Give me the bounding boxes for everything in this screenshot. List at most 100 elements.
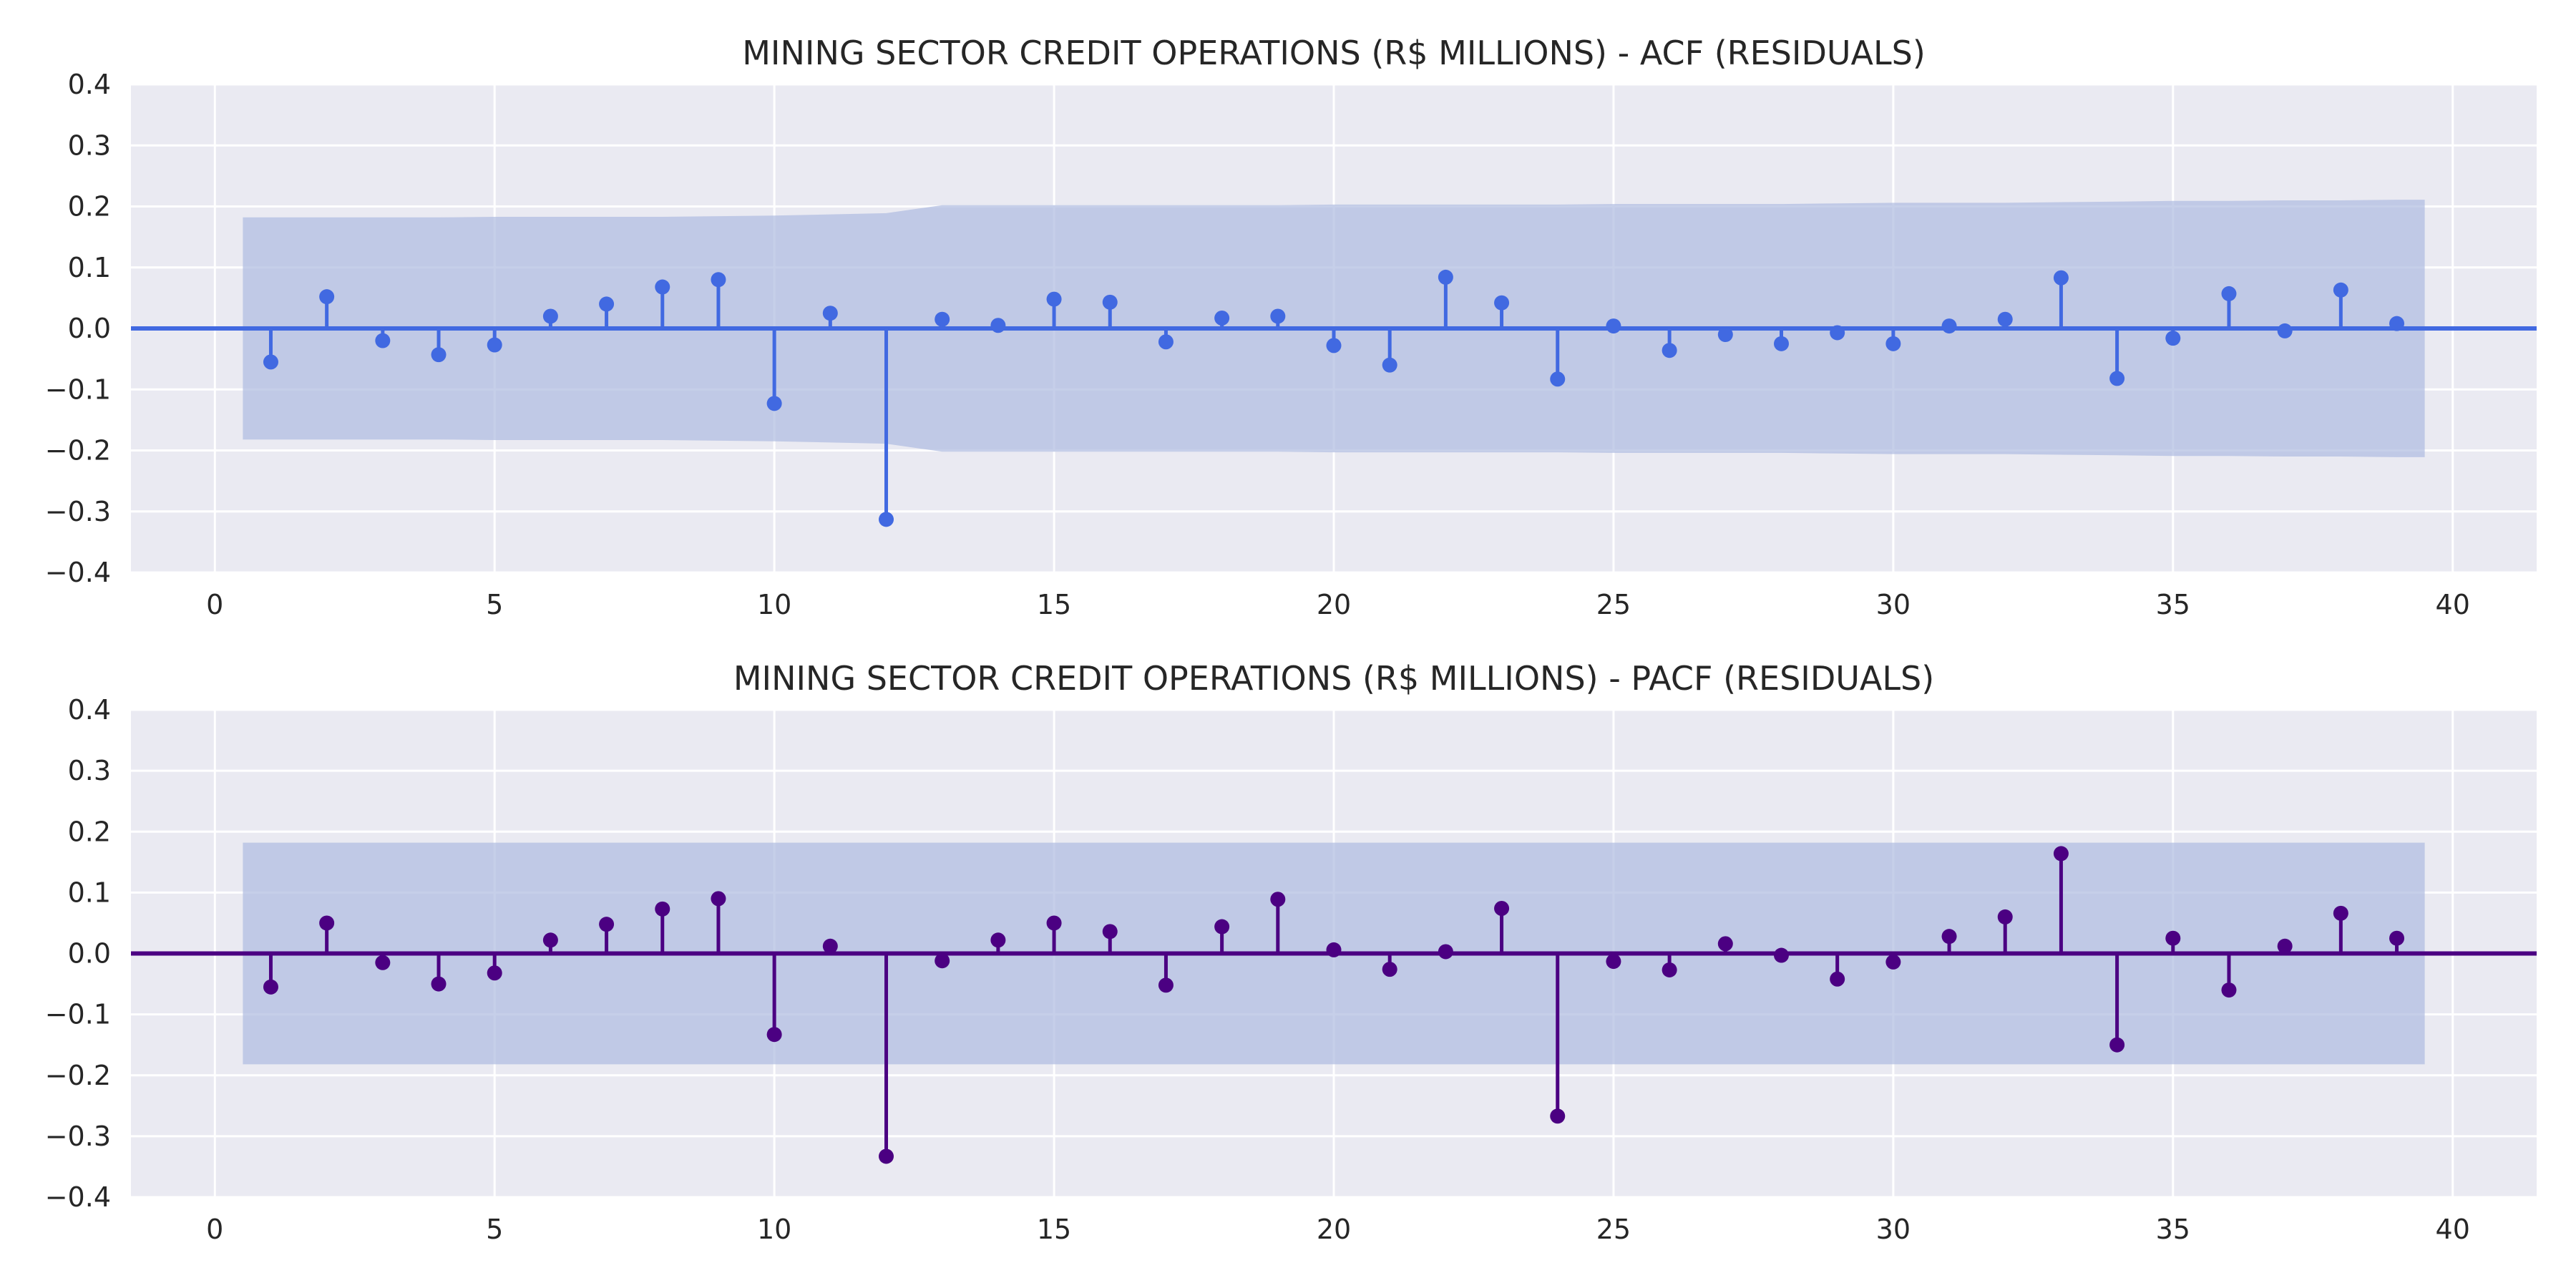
acf-x-tick-label: 35 (2156, 589, 2190, 620)
acf-marker-lag-20 (1326, 338, 1342, 353)
acf-marker-lag-33 (2053, 270, 2069, 286)
pacf-x-tick-label: 0 (206, 1214, 223, 1245)
acf-marker-lag-25 (1606, 318, 1621, 334)
pacf-x-tick-label: 30 (1876, 1214, 1911, 1245)
pacf-marker-lag-14 (990, 932, 1006, 948)
pacf-marker-lag-21 (1382, 962, 1397, 977)
pacf-x-tick-label: 40 (2436, 1214, 2470, 1245)
acf-x-tick-label: 30 (1876, 589, 1911, 620)
pacf-panel: MINING SECTOR CREDIT OPERATIONS (R$ MILL… (45, 659, 2537, 1245)
acf-marker-lag-7 (599, 296, 615, 312)
pacf-marker-lag-27 (1717, 936, 1733, 952)
acf-marker-lag-10 (766, 396, 782, 411)
pacf-marker-lag-18 (1214, 919, 1230, 935)
pacf-marker-lag-6 (542, 932, 558, 948)
pacf-marker-lag-10 (766, 1027, 782, 1043)
pacf-marker-lag-5 (487, 965, 502, 981)
pacf-marker-lag-11 (822, 938, 838, 954)
pacf-marker-lag-9 (711, 891, 726, 907)
pacf-marker-lag-38 (2333, 905, 2348, 921)
acf-marker-lag-18 (1214, 311, 1230, 326)
pacf-y-tick-label: −0.2 (45, 1060, 111, 1091)
pacf-x-tick-label: 10 (757, 1214, 791, 1245)
pacf-marker-lag-37 (2277, 938, 2293, 954)
pacf-marker-lag-16 (1102, 924, 1118, 940)
acf-x-tick-label: 40 (2436, 589, 2470, 620)
acf-chart-title: MINING SECTOR CREDIT OPERATIONS (R$ MILL… (742, 34, 1926, 72)
acf-marker-lag-3 (375, 333, 391, 348)
acf-marker-lag-24 (1550, 371, 1566, 387)
acf-marker-lag-12 (879, 512, 894, 527)
pacf-marker-lag-19 (1270, 892, 1286, 907)
pacf-marker-lag-20 (1326, 942, 1342, 957)
pacf-marker-lag-23 (1494, 901, 1510, 917)
acf-y-tick-label: −0.2 (45, 435, 111, 467)
acf-x-tick-label: 0 (206, 589, 223, 620)
pacf-marker-lag-31 (1941, 929, 1957, 945)
pacf-y-tick-label: −0.3 (45, 1121, 111, 1152)
acf-y-tick-label: −0.4 (45, 557, 111, 588)
pacf-marker-lag-13 (935, 953, 950, 969)
acf-x-tick-label: 10 (757, 589, 791, 620)
pacf-x-tick-label: 35 (2156, 1214, 2190, 1245)
pacf-marker-lag-22 (1438, 944, 1453, 960)
acf-marker-lag-28 (1773, 336, 1789, 351)
acf-marker-lag-35 (2165, 331, 2181, 346)
acf-x-tick-label: 20 (1317, 589, 1351, 620)
acf-marker-lag-31 (1941, 318, 1957, 334)
pacf-marker-lag-39 (2389, 930, 2405, 946)
pacf-marker-lag-2 (319, 915, 335, 931)
pacf-chart-title: MINING SECTOR CREDIT OPERATIONS (R$ MILL… (733, 659, 1934, 698)
pacf-marker-lag-35 (2165, 930, 2181, 946)
pacf-marker-lag-29 (1830, 971, 1845, 987)
pacf-marker-lag-15 (1046, 915, 1062, 931)
pacf-marker-lag-17 (1158, 977, 1174, 993)
acf-y-tick-label: −0.3 (45, 496, 111, 527)
acf-marker-lag-38 (2333, 282, 2348, 298)
pacf-y-tick-label: −0.4 (45, 1181, 111, 1213)
acf-marker-lag-39 (2389, 316, 2405, 331)
pacf-y-tick-label: 0.0 (68, 938, 111, 970)
acf-marker-lag-8 (655, 279, 670, 295)
pacf-marker-lag-12 (879, 1148, 894, 1164)
acf-marker-lag-23 (1494, 295, 1510, 311)
acf-marker-lag-34 (2109, 371, 2125, 386)
acf-y-tick-label: 0.2 (68, 191, 111, 223)
acf-y-tick-label: 0.1 (68, 252, 111, 283)
acf-y-tick-label: 0.3 (68, 130, 111, 161)
acf-marker-lag-11 (822, 306, 838, 321)
acf-marker-lag-27 (1717, 327, 1733, 343)
acf-x-tick-label: 5 (486, 589, 503, 620)
acf-panel: MINING SECTOR CREDIT OPERATIONS (R$ MILL… (45, 34, 2537, 620)
acf-marker-lag-2 (319, 289, 335, 305)
acf-marker-lag-26 (1662, 343, 1677, 358)
acf-marker-lag-36 (2221, 286, 2237, 301)
pacf-y-tick-label: 0.4 (68, 694, 111, 726)
pacf-marker-lag-1 (263, 979, 278, 995)
acf-marker-lag-17 (1158, 334, 1174, 350)
pacf-x-tick-label: 20 (1317, 1214, 1351, 1245)
acf-marker-lag-5 (487, 337, 502, 353)
pacf-marker-lag-8 (655, 901, 670, 917)
acf-marker-lag-19 (1270, 308, 1286, 324)
pacf-marker-lag-32 (1997, 909, 2013, 924)
pacf-y-tick-label: 0.3 (68, 755, 111, 786)
acf-marker-lag-15 (1046, 291, 1062, 307)
acf-marker-lag-29 (1830, 325, 1845, 341)
pacf-marker-lag-30 (1885, 954, 1901, 970)
pacf-marker-lag-3 (375, 955, 391, 970)
acf-y-tick-label: 0.0 (68, 313, 111, 344)
pacf-marker-lag-7 (599, 917, 615, 932)
pacf-marker-lag-28 (1773, 947, 1789, 963)
pacf-marker-lag-33 (2053, 846, 2069, 862)
pacf-x-tick-label: 15 (1037, 1214, 1071, 1245)
pacf-y-tick-label: 0.1 (68, 877, 111, 908)
acf-marker-lag-13 (935, 311, 950, 327)
acf-y-tick-label: 0.4 (68, 69, 111, 100)
pacf-y-tick-label: −0.1 (45, 999, 111, 1030)
acf-marker-lag-30 (1885, 336, 1901, 351)
acf-marker-lag-9 (711, 272, 726, 288)
pacf-x-tick-label: 25 (1596, 1214, 1631, 1245)
acf-x-tick-label: 15 (1037, 589, 1071, 620)
